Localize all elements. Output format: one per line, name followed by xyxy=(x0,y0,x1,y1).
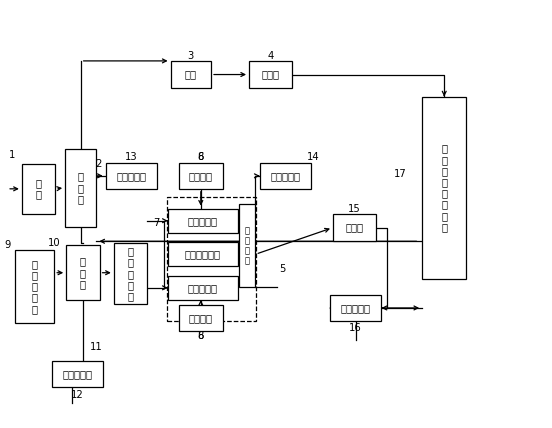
FancyBboxPatch shape xyxy=(51,361,103,387)
Text: 12: 12 xyxy=(71,390,83,400)
Text: 驱动电机: 驱动电机 xyxy=(189,313,213,324)
FancyBboxPatch shape xyxy=(66,246,100,300)
Text: 心
泵: 心 泵 xyxy=(35,178,41,199)
FancyBboxPatch shape xyxy=(330,295,381,321)
Text: 14: 14 xyxy=(306,152,319,162)
Text: 2: 2 xyxy=(95,159,102,169)
FancyBboxPatch shape xyxy=(179,306,223,331)
FancyBboxPatch shape xyxy=(168,242,238,266)
Text: 蓄
能
器: 蓄 能 器 xyxy=(78,172,84,204)
Text: 驱动电机: 驱动电机 xyxy=(189,171,213,181)
FancyBboxPatch shape xyxy=(168,208,238,233)
Text: 1: 1 xyxy=(9,150,15,160)
Text: 压力传感器: 压力传感器 xyxy=(116,171,146,181)
Text: 8: 8 xyxy=(198,331,204,341)
Text: 心肌桥压块: 心肌桥压块 xyxy=(188,283,218,293)
Text: 储
液
槽
及
恒
温
装
置: 储 液 槽 及 恒 温 装 置 xyxy=(441,143,447,232)
Text: 密
闭
腔
体: 密 闭 腔 体 xyxy=(245,226,250,265)
Text: 压力传感器: 压力传感器 xyxy=(62,369,92,379)
Text: 3: 3 xyxy=(187,51,194,61)
FancyBboxPatch shape xyxy=(65,149,97,226)
Text: 5: 5 xyxy=(279,265,286,274)
Text: 16: 16 xyxy=(349,323,362,333)
FancyBboxPatch shape xyxy=(333,214,376,241)
FancyBboxPatch shape xyxy=(15,250,54,323)
Text: 11: 11 xyxy=(90,342,103,352)
FancyBboxPatch shape xyxy=(422,97,466,279)
FancyBboxPatch shape xyxy=(105,163,157,189)
FancyBboxPatch shape xyxy=(249,61,292,88)
Text: 心肌桥压块: 心肌桥压块 xyxy=(188,216,218,226)
FancyBboxPatch shape xyxy=(167,197,256,321)
Text: 6: 6 xyxy=(198,331,204,341)
Text: 后负载: 后负载 xyxy=(346,223,363,233)
Text: 15: 15 xyxy=(348,204,360,214)
FancyBboxPatch shape xyxy=(239,204,256,288)
FancyBboxPatch shape xyxy=(179,163,223,189)
Text: 17: 17 xyxy=(394,169,407,179)
Text: 13: 13 xyxy=(125,152,138,162)
Text: 电磁流量计: 电磁流量计 xyxy=(341,303,371,313)
Text: 分支: 分支 xyxy=(185,69,197,80)
Text: 模拟冠状动脉: 模拟冠状动脉 xyxy=(185,249,221,259)
Text: 8: 8 xyxy=(198,152,204,162)
Text: 比
例
压
力
阀: 比 例 压 力 阀 xyxy=(128,247,134,301)
Text: 空
气
压
缩
机: 空 气 压 缩 机 xyxy=(31,259,38,314)
FancyBboxPatch shape xyxy=(22,163,55,214)
FancyBboxPatch shape xyxy=(260,163,311,189)
FancyBboxPatch shape xyxy=(171,61,211,88)
Text: 储
气
罐: 储 气 罐 xyxy=(80,256,86,289)
FancyBboxPatch shape xyxy=(114,244,147,304)
Text: 6: 6 xyxy=(198,152,204,162)
Text: 后负载: 后负载 xyxy=(262,69,280,80)
FancyBboxPatch shape xyxy=(168,276,238,300)
Text: 7: 7 xyxy=(153,218,159,228)
Text: 4: 4 xyxy=(268,51,274,61)
Text: 压力传感器: 压力传感器 xyxy=(270,171,300,181)
Text: 10: 10 xyxy=(48,238,61,247)
Text: 9: 9 xyxy=(4,241,11,250)
